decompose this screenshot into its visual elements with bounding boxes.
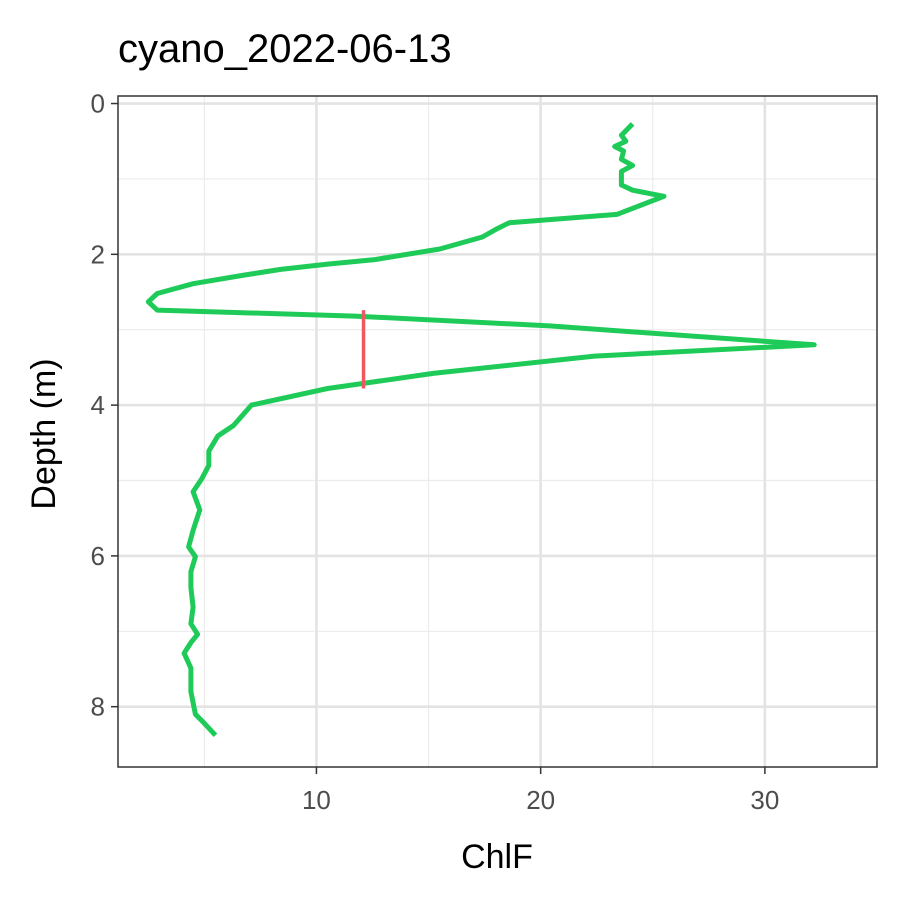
y-tick-label: 4 [91, 390, 105, 420]
y-tick-label: 6 [91, 541, 105, 571]
series-line [145, 122, 817, 738]
y-axis-title: Depth (m) [25, 358, 63, 509]
major-gridlines [118, 96, 877, 767]
y-tick-label: 2 [91, 239, 105, 269]
chart-title: cyano_2022-06-13 [118, 27, 452, 71]
minor-gridlines [118, 96, 877, 767]
x-axis: 10 20 30 [302, 767, 779, 815]
x-axis-title: ChlF [461, 838, 533, 876]
y-axis: 0 2 4 6 8 [91, 89, 118, 722]
y-tick-label: 8 [91, 692, 105, 722]
x-tick-label: 10 [302, 785, 331, 815]
x-tick-label: 30 [750, 785, 779, 815]
panel-border [117, 95, 878, 768]
x-tick-label: 20 [526, 785, 555, 815]
y-tick-label: 0 [91, 89, 105, 119]
series-layer [145, 122, 817, 738]
